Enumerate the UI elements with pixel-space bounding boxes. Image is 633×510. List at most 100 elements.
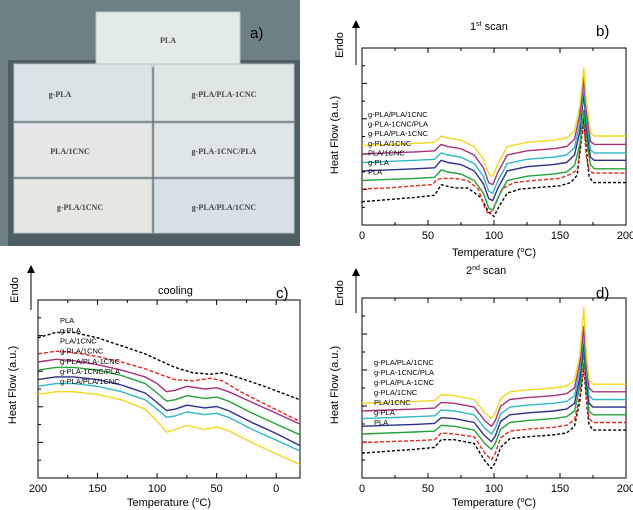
series-line-g-pla-pla-1cnc — [37, 391, 301, 466]
panel-letter: d) — [596, 285, 609, 302]
series-line-g-pla-pla-1cnc — [361, 333, 626, 435]
series-line-g-pla-1cnc-pla — [361, 326, 626, 427]
legend-label: g-PLA/PLA/1CNC — [60, 377, 120, 386]
x-axis-label: Temperature (oC) — [452, 247, 536, 259]
panel-c-chart: 200 150 100 50 0PLAg-PLAPLA/1CNCg-PLA/1CNCg-… — [7, 265, 301, 509]
x-axis-label-sup: o — [520, 247, 524, 254]
legend-label: g-PLA/PLA-1CNC — [60, 357, 121, 366]
film-strip-g-pla-1cnc-pla — [153, 122, 295, 178]
series-line-g-pla-1cnc-pla — [361, 75, 626, 186]
endo-label: Endo — [334, 32, 346, 58]
x-tick-label: 100 — [485, 483, 503, 495]
strip-label-4: g-PLA-1CNC/PLA — [192, 147, 257, 156]
x-tick-label: 0 — [359, 483, 365, 495]
legend-label: g-PLA — [374, 408, 395, 417]
y-axis-label: Heat Flow (a.u.) — [329, 96, 341, 174]
x-axis-label-main: Temperature ( — [127, 497, 196, 509]
x-tick-label: 50 — [422, 483, 434, 495]
x-tick-label: 150 — [88, 483, 106, 495]
series-line-g-pla-pla-1cnc — [361, 84, 626, 194]
series-line-g-pla-pla-1cnc — [37, 376, 301, 447]
panel-title-main: 2 — [466, 265, 472, 277]
panel-title-rest: scan — [482, 21, 508, 33]
strip-label-3: PLA/1CNC — [50, 147, 90, 156]
endo-arrow-icon — [352, 20, 360, 28]
x-tick-label: 50 — [422, 230, 434, 242]
strip-label-2: g-PLA/PLA-1CNC — [192, 90, 257, 99]
x-axis-label: Temperature (oC) — [127, 497, 211, 509]
film-strip-g-pla — [13, 63, 153, 122]
legend-label: g-PLA-1CNC/PLA — [368, 120, 428, 129]
x-tick-label: 50 — [211, 483, 223, 495]
y-axis-label: Heat Flow (a.u.) — [7, 346, 19, 424]
x-tick-label: 100 — [485, 230, 503, 242]
film-strip-g-pla-1cnc — [13, 178, 153, 234]
x-tick-label: 150 — [551, 230, 569, 242]
x-tick-label: 0 — [273, 483, 279, 495]
x-axis-label-sup: o — [195, 497, 199, 504]
series-line-g-pla-1cnc — [37, 366, 301, 436]
endo-arrow-icon — [27, 265, 35, 273]
strip-label-0: PLA — [160, 36, 176, 45]
legend-label: g-PLA-1CNC/PLA — [60, 367, 120, 376]
series-line-pla — [361, 366, 626, 470]
panel-a-photo: PLA g-PLA g-PLA/PLA-1CNC PLA/1CNC g-PLA-… — [0, 0, 300, 246]
x-axis-label-main: Temperature ( — [452, 247, 521, 259]
legend-label: g-PLA/PLA-1CNC — [368, 129, 429, 138]
panel-title-main: 1 — [470, 21, 476, 33]
series-line-g-pla-1cnc-pla — [37, 382, 301, 452]
legend-label: PLA/1CNC — [368, 148, 405, 157]
film-strip-g-pla-pla-1cnc-b — [153, 178, 295, 234]
series-line-g-pla-1cnc — [361, 341, 626, 443]
panel-d-chart: 0 50 100 150 200 g-PLA/PLA/1CNCg-PLA-1CNC/PLA… — [329, 265, 633, 509]
panel-title: 1st scan — [470, 21, 508, 33]
legend-label: PLA/1CNC — [374, 398, 411, 407]
legend-label: g-PLA/PLA/1CNC — [374, 358, 434, 367]
x-tick-label: 150 — [551, 483, 569, 495]
panel-title-sup: nd — [472, 265, 480, 272]
legend-label: g-PLA/1CNC — [60, 347, 104, 356]
x-tick-label: 200 — [617, 230, 633, 242]
legend-label: g-PLA — [368, 158, 389, 167]
series-line-g-pla — [361, 122, 626, 216]
series-line-pla-1cnc — [361, 350, 626, 450]
x-axis-label-end: C) — [524, 497, 536, 509]
series-line-pla-1cnc — [361, 109, 626, 211]
x-tick-label: 100 — [148, 483, 166, 495]
endo-label: Endo — [334, 280, 346, 306]
x-axis-label-end: C) — [524, 247, 536, 259]
x-axis-label: Temperature (oC) — [452, 497, 536, 509]
panel-b-chart: 0 50 100 150 200 g-PLA/PLA/1CNCg-PLA-1CNC/PLA… — [329, 20, 633, 259]
film-strip-pla-1cnc — [13, 122, 153, 178]
legend-label: g-PLA/PLA-1CNC — [374, 378, 435, 387]
panel-title-main: cooling — [158, 285, 193, 297]
panel-title: cooling — [158, 285, 193, 297]
legend-label: PLA — [60, 316, 74, 325]
endo-arrow-icon — [352, 268, 360, 276]
x-tick-label: 200 — [617, 483, 633, 495]
strip-label-5: g-PLA/1CNC — [57, 203, 103, 212]
legend-label: g-PLA/PLA/1CNC — [368, 110, 428, 119]
legend-label: g-PLA/1CNC — [374, 388, 418, 397]
series-line-pla-1cnc — [37, 358, 301, 425]
series-line-pla — [37, 331, 301, 401]
panel-title-sup: st — [476, 21, 482, 28]
series-line-g-pla-pla-1cnc — [361, 306, 626, 420]
series-line-g-pla — [361, 362, 626, 461]
strip-label-6: g-PLA/PLA/1CNC — [192, 203, 257, 212]
legend-label: g-PLA-1CNC/PLA — [374, 368, 434, 377]
panel-letter: c) — [276, 285, 289, 302]
series-line-g-pla-1cnc — [361, 92, 626, 202]
legend-label: PLA/1CNC — [60, 336, 97, 345]
strip-label-1: g-PLA — [49, 90, 72, 99]
legend-label: PLA — [374, 418, 388, 427]
film-strip-g-pla-pla-1cnc — [153, 63, 295, 122]
panel-letter-a: a) — [250, 25, 263, 42]
series-line-g-pla-pla-1cnc — [361, 67, 626, 177]
panel-title-rest: scan — [480, 265, 506, 277]
legend-label: PLA — [368, 168, 382, 177]
x-tick-label: 200 — [29, 483, 47, 495]
x-axis-label-end: C) — [199, 497, 211, 509]
panel-title: 2nd scan — [466, 265, 506, 277]
